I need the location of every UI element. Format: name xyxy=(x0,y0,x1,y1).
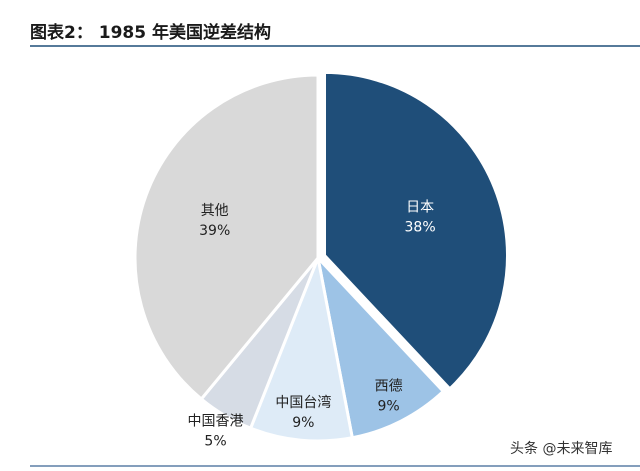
pie-slice xyxy=(323,70,509,391)
pie-slice xyxy=(315,253,446,440)
value-label: 9% xyxy=(292,415,314,431)
slice-label: 其他 xyxy=(201,203,229,219)
pie-slice xyxy=(133,73,320,402)
pie-slice xyxy=(248,252,355,443)
slice-label: 中国香港 xyxy=(188,413,244,429)
slice-label: 中国台湾 xyxy=(275,394,331,411)
watermark: 头条 @未来智库 xyxy=(510,440,612,457)
value-label: 39% xyxy=(199,223,230,239)
value-label: 5% xyxy=(204,433,226,449)
value-label: 38% xyxy=(405,220,436,236)
value-label: 9% xyxy=(378,399,400,415)
slice-label: 日本 xyxy=(406,200,434,216)
slice-label: 西德 xyxy=(375,379,403,395)
chart-title: 图表2： 1985 年美国逆差结构 xyxy=(30,22,271,43)
